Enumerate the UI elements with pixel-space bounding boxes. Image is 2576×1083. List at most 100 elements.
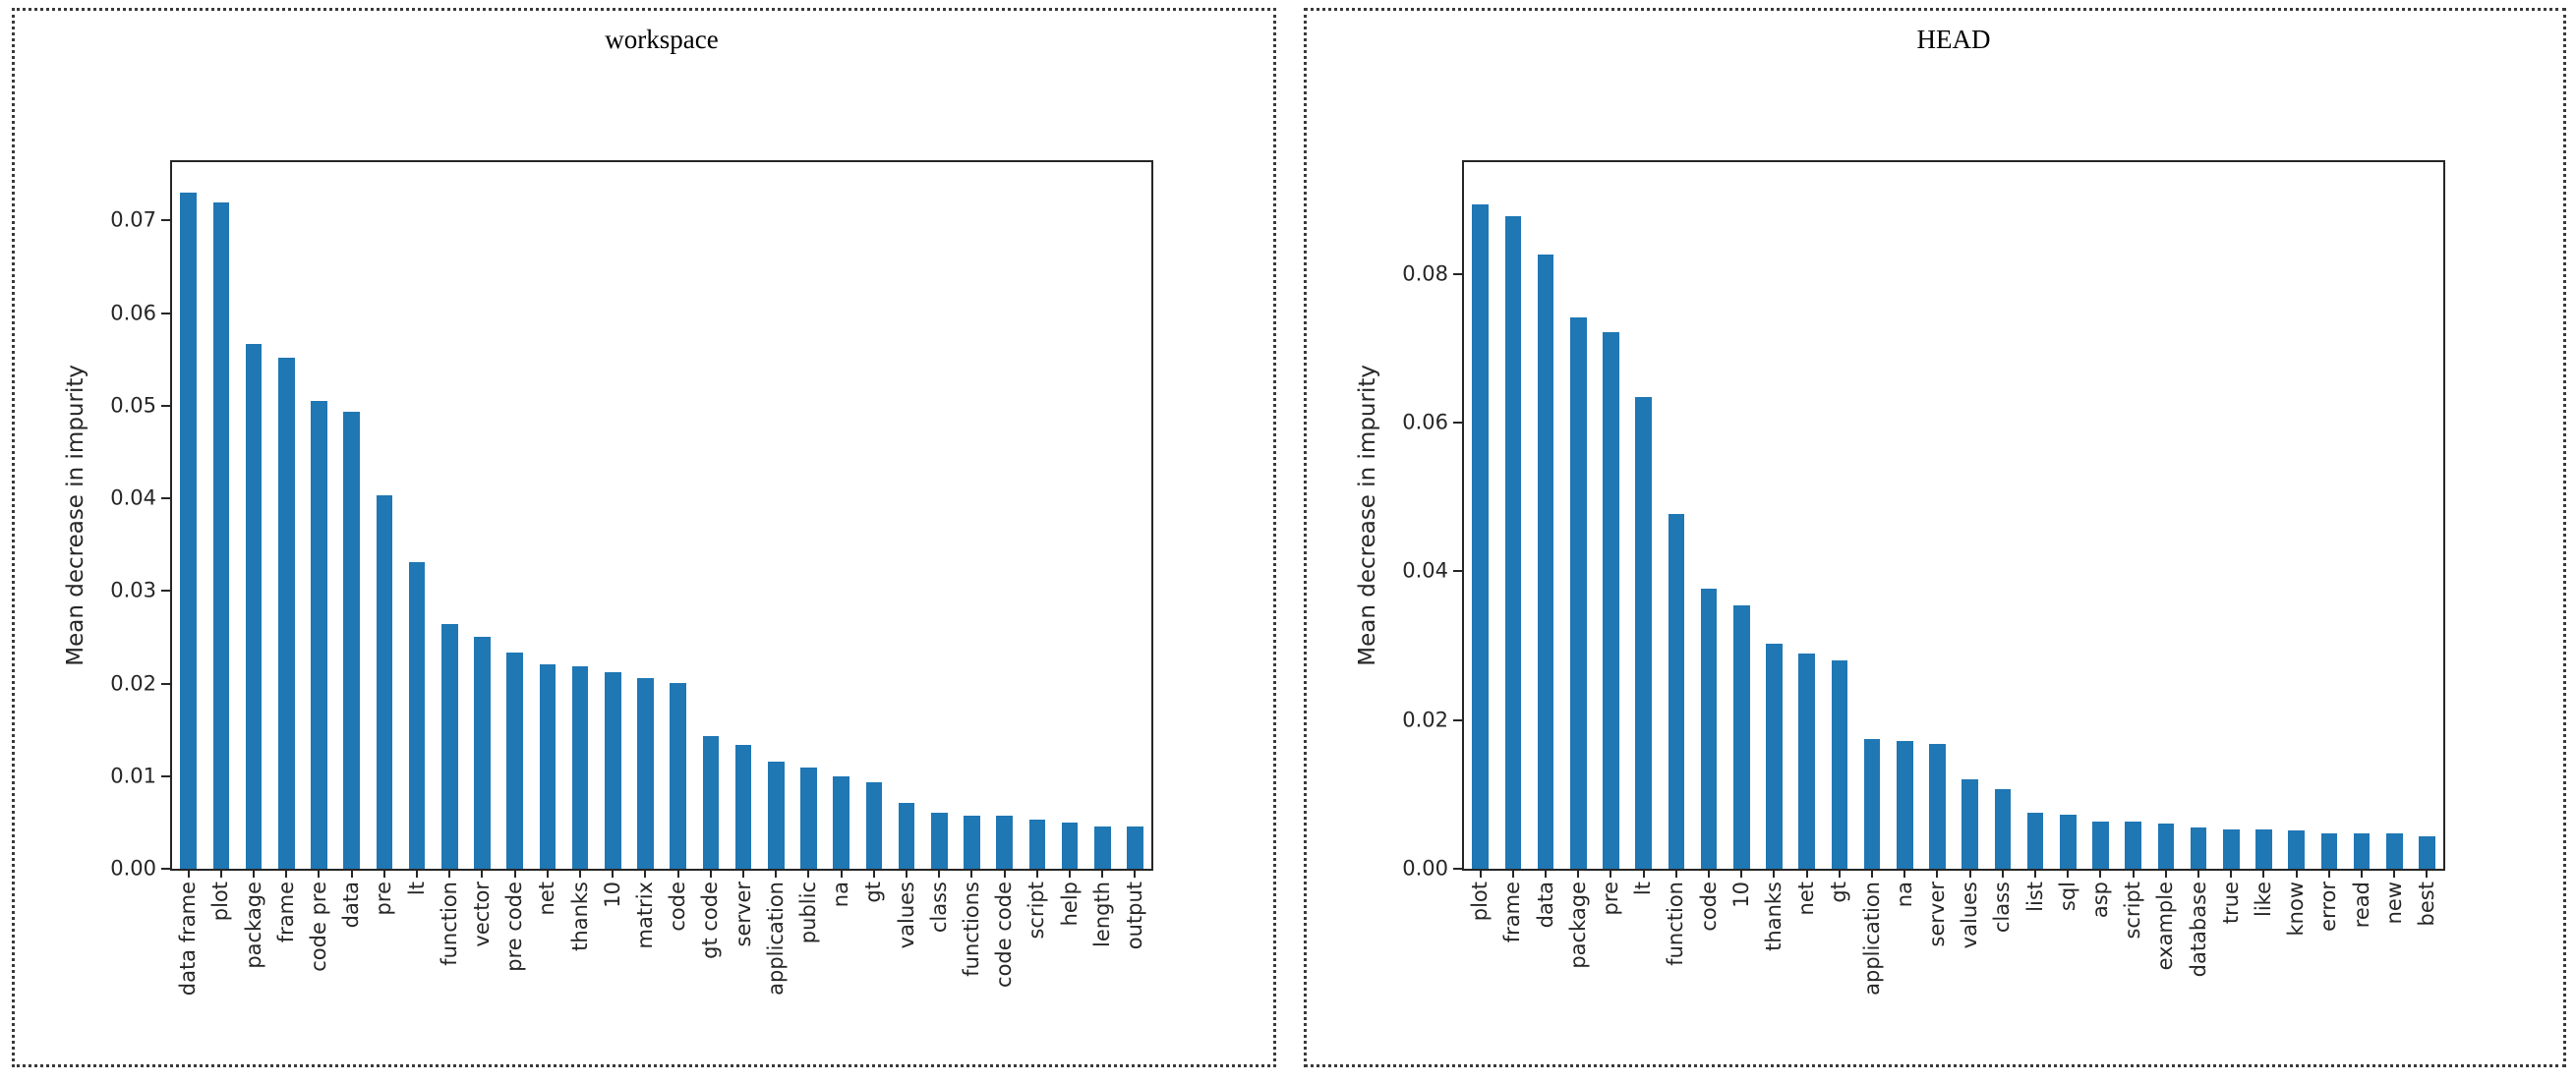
x-tick-slot	[1889, 869, 1921, 878]
y-tick-mark	[161, 497, 170, 500]
x-label-slot: application	[760, 882, 792, 1063]
x-label-slot: know	[2280, 882, 2313, 1063]
bar-slot	[1595, 162, 1627, 869]
bar-pre	[1603, 332, 1619, 869]
x-tick-mark	[742, 869, 745, 878]
y-tick-mark	[1453, 868, 1462, 870]
x-label-slot: data frame	[172, 882, 205, 1063]
x-tick-mark	[1968, 869, 1971, 878]
chart-title: HEAD	[1916, 25, 1991, 54]
bar-na	[833, 775, 849, 869]
x-tick-mark	[1479, 869, 1482, 878]
bar-slot	[434, 162, 466, 869]
bar-slot	[531, 162, 563, 869]
bar-code pre	[311, 401, 327, 869]
x-tick-mark	[1838, 869, 1841, 878]
x-tick-label: true	[2218, 882, 2243, 925]
bar-10	[604, 672, 621, 869]
x-tick-slot	[1053, 869, 1085, 878]
y-tick-label: 0.00	[110, 856, 156, 881]
x-tick-slot	[1726, 869, 1758, 878]
x-tick-label: public	[795, 882, 820, 944]
x-tick-label: application	[763, 882, 788, 996]
bar-code	[1700, 588, 1718, 869]
x-tick-label: pre	[372, 882, 396, 916]
x-tick-label: na	[1892, 882, 1916, 908]
x-tick-label: net	[1794, 882, 1819, 916]
y-tick-label: 0.08	[1402, 261, 1448, 286]
x-tick-slot	[2248, 869, 2280, 878]
bar-function	[440, 624, 458, 869]
bar-values	[1961, 779, 1978, 869]
x-tick-mark	[2426, 869, 2429, 878]
x-tick-label: thanks	[567, 882, 592, 951]
x-label-slot: script	[2117, 882, 2149, 1063]
x-label-slot: function	[434, 882, 466, 1063]
bar-slot	[1790, 162, 1823, 869]
bar-slot	[1464, 162, 1496, 869]
plot-area: Mean decrease in impurity 0.00 0.02 0.04 0.…	[1355, 160, 2445, 996]
x-tick-mark	[350, 869, 353, 878]
x-tick-label: lt	[1631, 882, 1656, 896]
x-tick-slot	[629, 869, 662, 878]
bar-error	[2320, 832, 2338, 869]
x-tick-label: gt	[861, 882, 886, 903]
x-tick-slot	[2313, 869, 2345, 878]
x-tick-label: matrix	[632, 882, 657, 949]
bar-slot	[498, 162, 531, 869]
x-label-slot: asp	[2084, 882, 2117, 1063]
x-tick-mark	[709, 869, 712, 878]
x-label-slot: function	[1660, 882, 1692, 1063]
x-label-slot: example	[2149, 882, 2182, 1063]
x-tick-mark	[2262, 869, 2265, 878]
x-tick-label: plot	[1468, 882, 1493, 922]
x-tick-mark	[2164, 869, 2167, 878]
x-tick-label: help	[1057, 882, 1082, 927]
x-label-slot: read	[2345, 882, 2377, 1063]
y-tick-mark	[161, 312, 170, 314]
x-tick-label: sql	[2055, 882, 2079, 912]
x-tick-label: class	[926, 882, 951, 934]
x-tick-label: best	[2414, 882, 2438, 927]
bar-slot	[694, 162, 727, 869]
bar-slot	[923, 162, 956, 869]
x-tick-slot	[498, 869, 531, 878]
x-label-slot: vector	[466, 882, 498, 1063]
y-tick-label: 0.06	[110, 301, 156, 325]
y-tick-mark	[1453, 570, 1462, 573]
x-label-slot: true	[2215, 882, 2248, 1063]
x-tick-mark	[906, 869, 908, 878]
bar-server	[734, 744, 752, 869]
x-tick-slot	[1464, 869, 1496, 878]
bar-matrix	[637, 677, 654, 869]
panel-head: HEAD Mean decrease in impurity 0.00 0.02 0…	[1304, 8, 2566, 1067]
x-label-slot: package	[1562, 882, 1595, 1063]
bar-slot	[2117, 162, 2149, 869]
x-label-slot: code pre	[303, 882, 335, 1063]
bar-slot	[2084, 162, 2117, 869]
y-tick-label: 0.04	[110, 485, 156, 510]
x-tick-label: gt code	[698, 882, 723, 959]
y-tick-label: 0.03	[110, 578, 156, 602]
bar-slot	[303, 162, 335, 869]
x-label-slot: pre	[368, 882, 400, 1063]
x-tick-mark	[1134, 869, 1137, 878]
x-tick-label: gt	[1827, 882, 1851, 903]
x-tick-label: package	[241, 882, 265, 969]
x-label-slot: server	[1921, 882, 1954, 1063]
x-tick-mark	[2295, 869, 2298, 878]
bar-slot	[1086, 162, 1119, 869]
x-tick-slot	[434, 869, 466, 878]
bar-slot	[2052, 162, 2084, 869]
x-tick-mark	[840, 869, 843, 878]
x-tick-mark	[1545, 869, 1547, 878]
x-tick-slot	[1627, 869, 1660, 878]
x-label-slot: output	[1119, 882, 1151, 1063]
x-tick-mark	[676, 869, 679, 878]
x-tick-label: 10	[1728, 882, 1753, 908]
x-tick-slot	[760, 869, 792, 878]
bar-help	[1061, 822, 1079, 869]
bar-slot	[988, 162, 1021, 869]
x-tick-mark	[612, 869, 615, 878]
bar-na	[1896, 740, 1913, 869]
